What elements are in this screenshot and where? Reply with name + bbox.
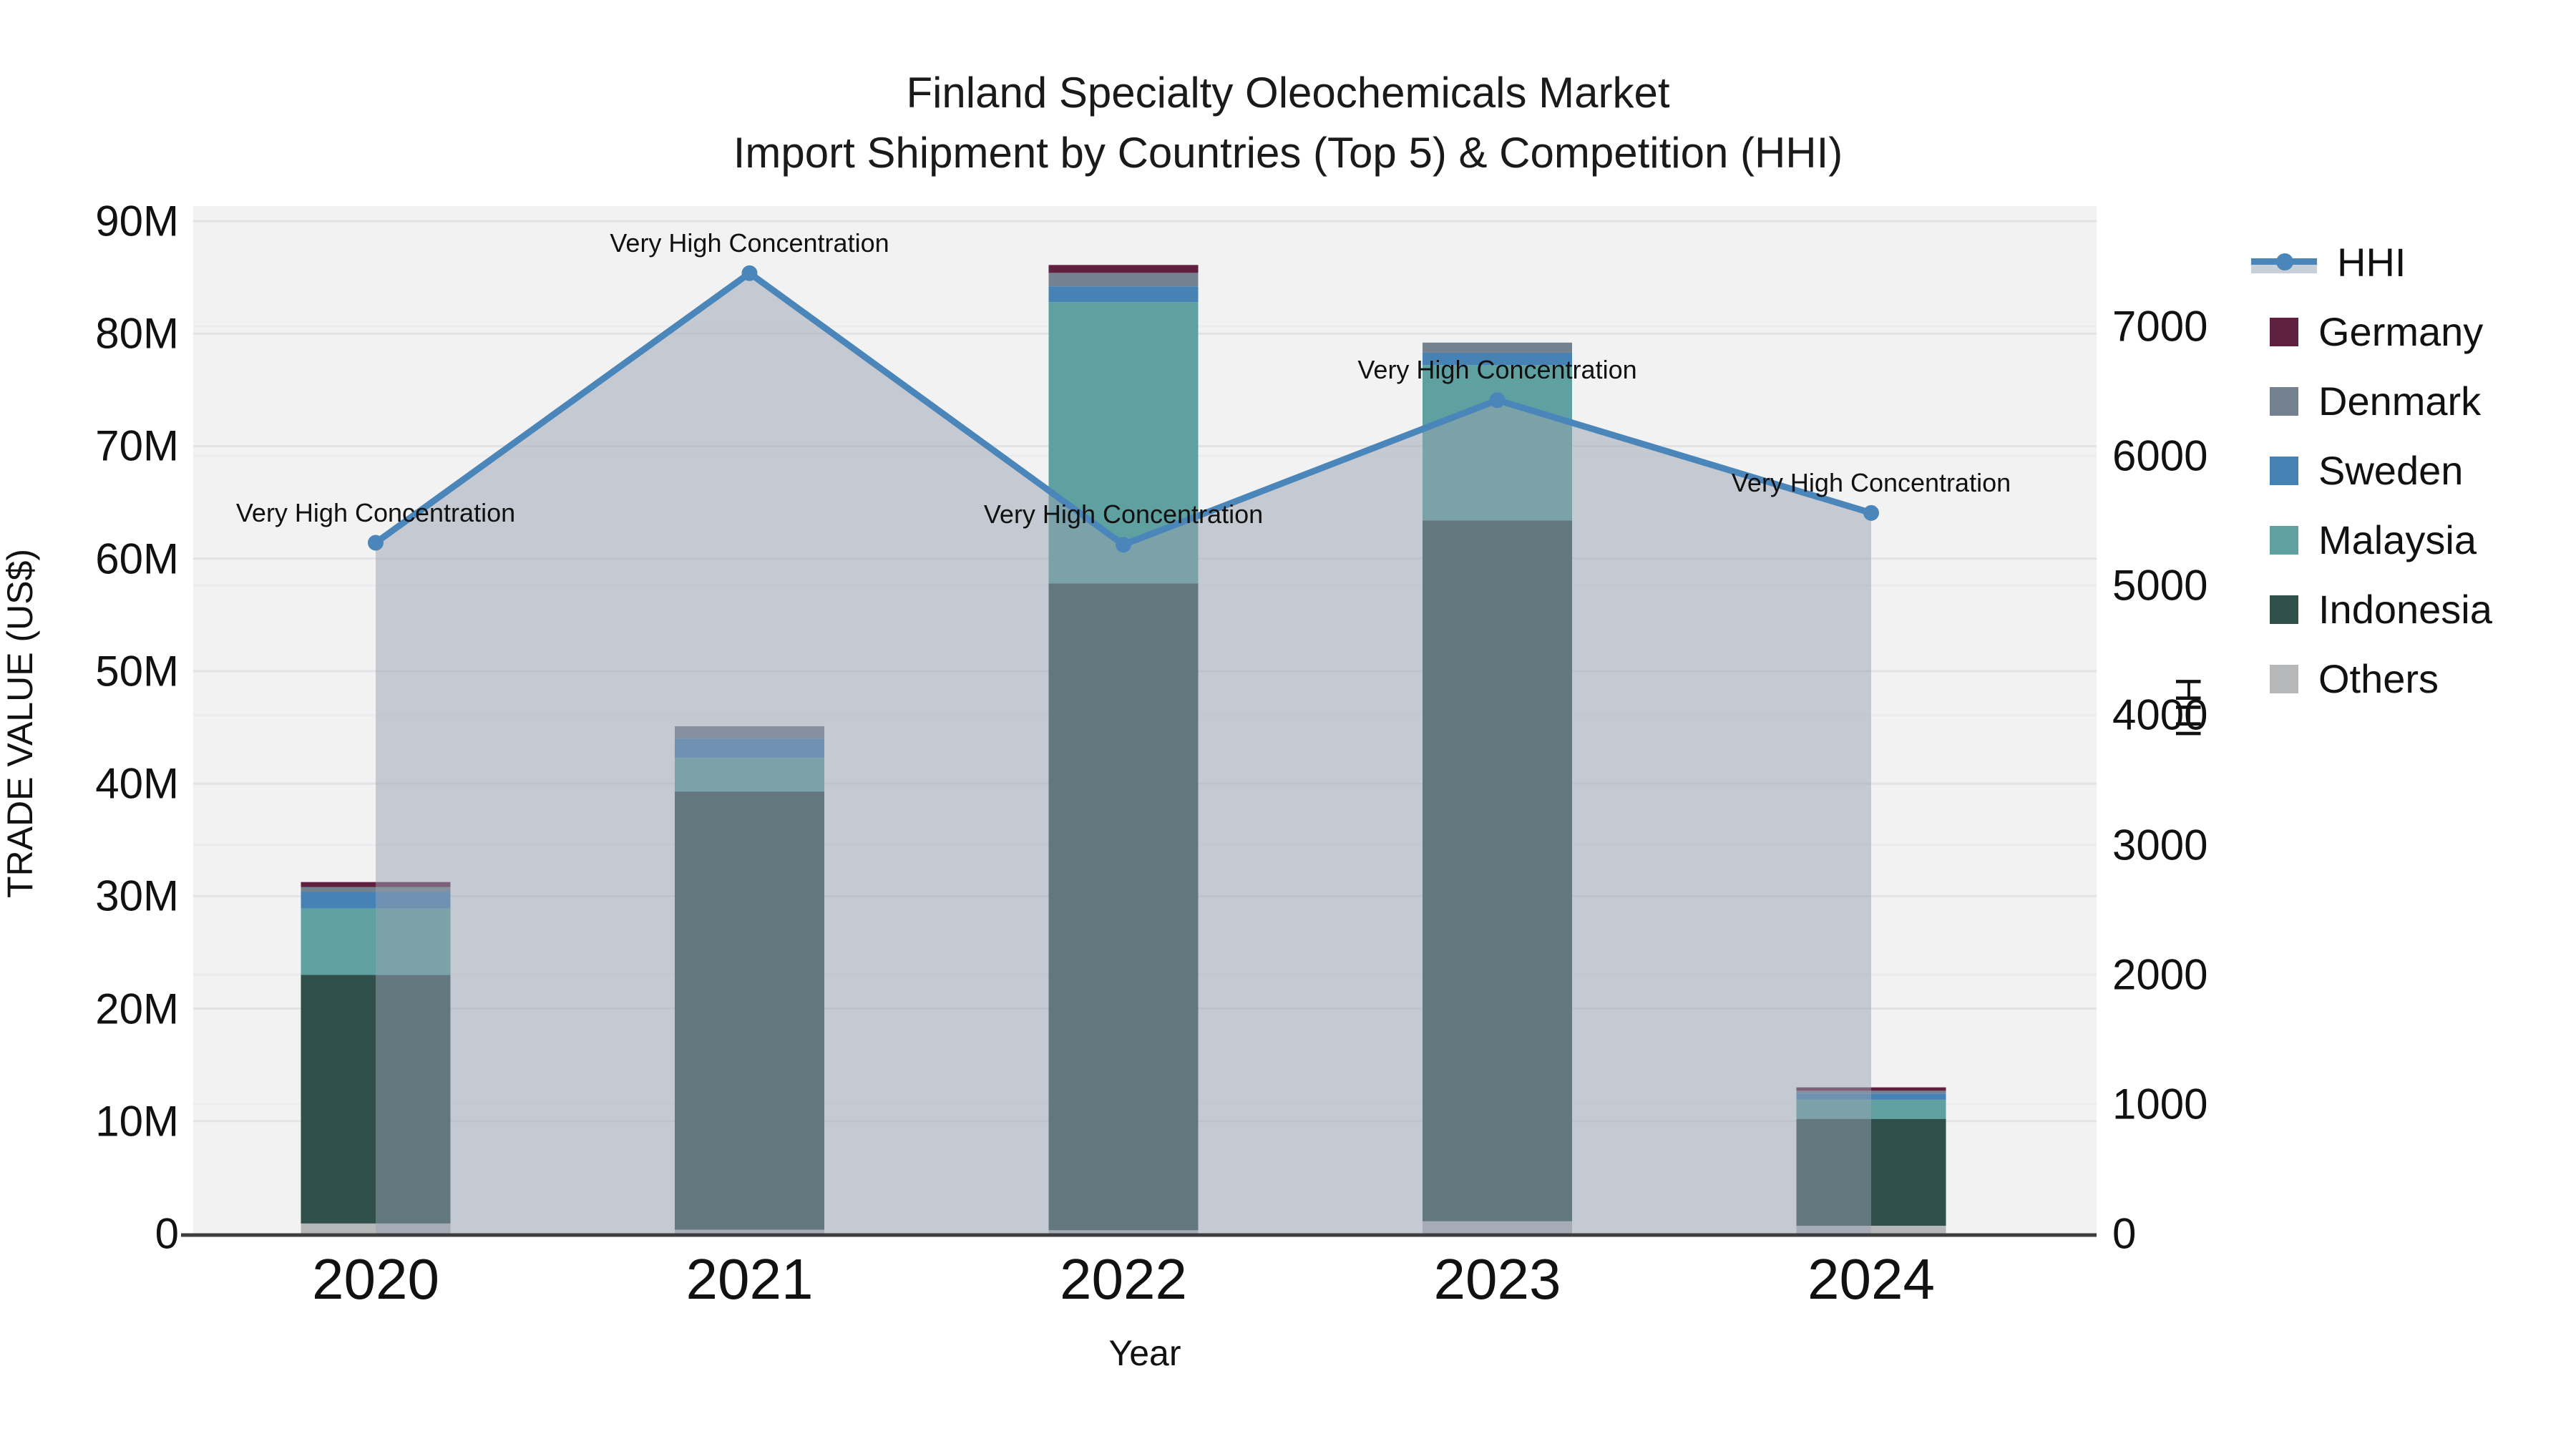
annotation-2021: Very High Concentration (610, 228, 889, 258)
legend-item-sweden: Sweden (2247, 436, 2576, 505)
legend-label-others: Others (2318, 656, 2439, 701)
y-tick-right-3000: 3000 (2112, 821, 2208, 869)
legend-item-indonesia: Indonesia (2247, 575, 2576, 644)
hhi-legend-sample (2251, 248, 2317, 277)
legend-item-germany: Germany (2247, 297, 2576, 366)
legend-label-indonesia: Indonesia (2318, 587, 2492, 632)
hhi-marker-2020 (368, 535, 384, 551)
x-tick-2022: 2022 (1060, 1247, 1187, 1311)
hhi-legend-marker (2276, 253, 2293, 270)
hhi-marker-2022 (1116, 537, 1131, 553)
y-tick-left-10M: 10M (95, 1097, 179, 1146)
y-tick-left-30M: 30M (95, 872, 179, 920)
hhi-area-fill (376, 273, 1871, 1234)
legend-item-others: Others (2247, 644, 2576, 713)
annotation-2022: Very High Concentration (983, 499, 1264, 530)
y-tick-right-0: 0 (2112, 1209, 2137, 1258)
y-tick-left-90M: 90M (95, 197, 179, 245)
bar-segment-denmark-2023 (1423, 342, 1572, 353)
x-axis-title: Year (1108, 1333, 1181, 1373)
legend-swatch-denmark (2270, 386, 2298, 416)
y-tick-right-1000: 1000 (2112, 1080, 2208, 1128)
legend-label-malaysia: Malaysia (2318, 517, 2477, 562)
legend-label-hhi: HHI (2337, 240, 2406, 285)
legend: HHI Germany Denmark Sweden Malaysia Indonesia… (2247, 228, 2576, 713)
bar-segment-sweden-2022 (1048, 286, 1199, 303)
legend-swatch-germany (2270, 317, 2298, 346)
y-tick-left-0: 0 (155, 1209, 179, 1258)
legend-item-malaysia: Malaysia (2247, 505, 2576, 575)
bar-segment-denmark-2022 (1048, 273, 1199, 287)
legend-label-denmark: Denmark (2318, 379, 2482, 424)
y-tick-right-5000: 5000 (2112, 561, 2208, 610)
chart-title-line2: Import Shipment by Countries (Top 5) & C… (733, 129, 1843, 177)
legend-swatch-malaysia (2270, 525, 2298, 555)
legend-label-sweden: Sweden (2318, 448, 2464, 493)
x-tick-2020: 2020 (312, 1247, 439, 1311)
chart-title-line1: Finland Specialty Oleochemicals Market (906, 69, 1670, 117)
y-tick-left-40M: 40M (95, 759, 179, 808)
y-tick-right-2000: 2000 (2112, 950, 2208, 999)
hhi-marker-2023 (1489, 392, 1506, 409)
annotation-2024: Very High Concentration (1731, 467, 2011, 497)
annotation-2020: Very High Concentration (235, 497, 516, 527)
y-tick-right-4000: 4000 (2112, 691, 2208, 739)
y-tick-left-80M: 80M (95, 309, 179, 358)
legend-label-germany: Germany (2318, 309, 2484, 354)
legend-item-denmark: Denmark (2247, 366, 2576, 436)
chart-title: Finland Specialty Oleochemicals Market I… (0, 63, 2576, 183)
legend-item-hhi: HHI (2247, 228, 2576, 297)
x-tick-2021: 2021 (686, 1247, 814, 1311)
x-tick-2023: 2023 (1433, 1247, 1561, 1311)
x-tick-2024: 2024 (1807, 1247, 1935, 1311)
y-tick-right-6000: 6000 (2112, 431, 2208, 480)
legend-swatch-sweden (2270, 456, 2298, 485)
y-tick-left-70M: 70M (95, 421, 179, 470)
legend-swatch-others (2270, 664, 2298, 693)
legend-swatch-indonesia (2270, 595, 2298, 624)
y-tick-left-50M: 50M (95, 647, 179, 696)
y-tick-left-60M: 60M (95, 535, 179, 583)
bar-segment-sweden-2023 (1423, 352, 1572, 366)
y-tick-left-20M: 20M (95, 985, 179, 1033)
y-tick-right-7000: 7000 (2112, 302, 2208, 351)
annotation-2023: Very High Concentration (1357, 355, 1637, 385)
hhi-marker-2024 (1863, 504, 1879, 521)
bar-segment-germany-2022 (1048, 265, 1199, 273)
hhi-marker-2021 (741, 265, 758, 281)
